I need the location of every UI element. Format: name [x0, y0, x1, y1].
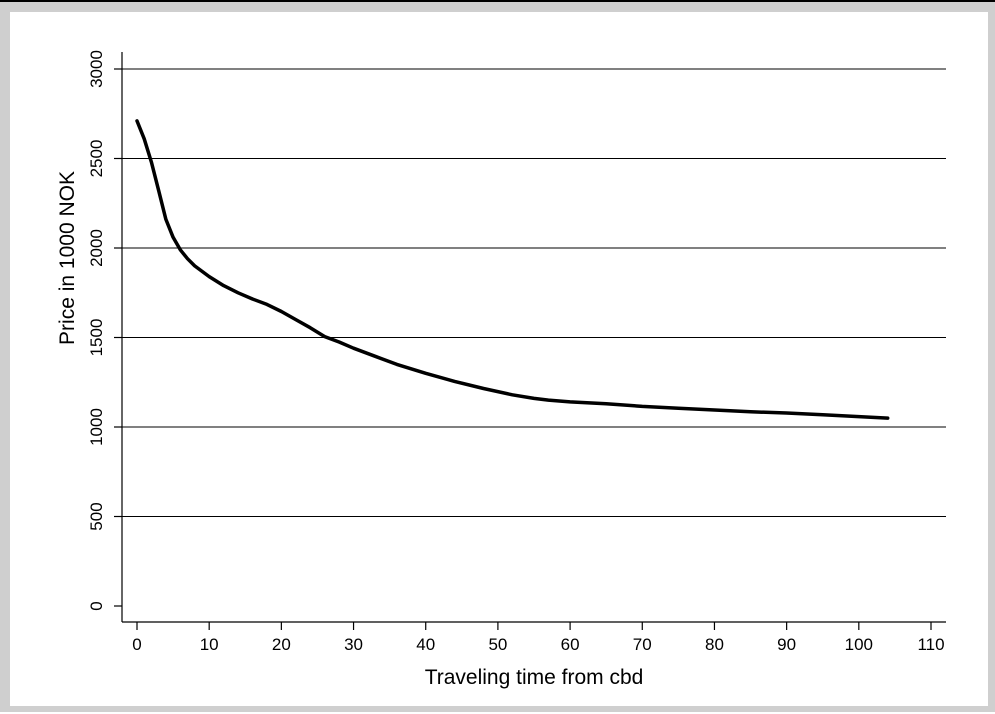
- series-line-0: [135, 119, 890, 420]
- x-tick-label: 110: [917, 635, 944, 654]
- y-axis-title: Price in 1000 NOK: [56, 171, 79, 345]
- x-tick-label: 50: [488, 635, 507, 654]
- y-tick-label: 0: [87, 601, 106, 610]
- y-tick-label: 2000: [87, 229, 106, 267]
- x-tick-label: 90: [777, 635, 796, 654]
- x-tick-label: 30: [344, 635, 363, 654]
- x-tick-label: 60: [561, 635, 580, 654]
- y-tick-label: 500: [87, 502, 106, 530]
- x-tick-label: 70: [633, 635, 652, 654]
- x-tick-label: 80: [705, 635, 724, 654]
- x-tick-label: 0: [132, 635, 141, 654]
- y-tick-label: 1500: [87, 319, 106, 357]
- y-tick-label: 3000: [87, 50, 106, 88]
- gridlines: [122, 68, 946, 517]
- x-tick-label: 40: [416, 635, 435, 654]
- plot-area: [10, 12, 988, 706]
- x-tick-label: 20: [272, 635, 291, 654]
- x-tick-label: 100: [845, 635, 873, 654]
- x-axis-title: Traveling time from cbd: [425, 666, 644, 689]
- series-group: [135, 119, 890, 420]
- y-tick-label: 2500: [87, 140, 106, 178]
- y-tick-label: 1000: [87, 408, 106, 446]
- y-axis-ticks: 0 500 1000 1500 2000 2500 3000: [87, 50, 122, 611]
- x-tick-label: 10: [200, 635, 219, 654]
- x-axis-ticks: 0 10 20 30 40 50 60 70 80 90 100 110: [132, 622, 945, 654]
